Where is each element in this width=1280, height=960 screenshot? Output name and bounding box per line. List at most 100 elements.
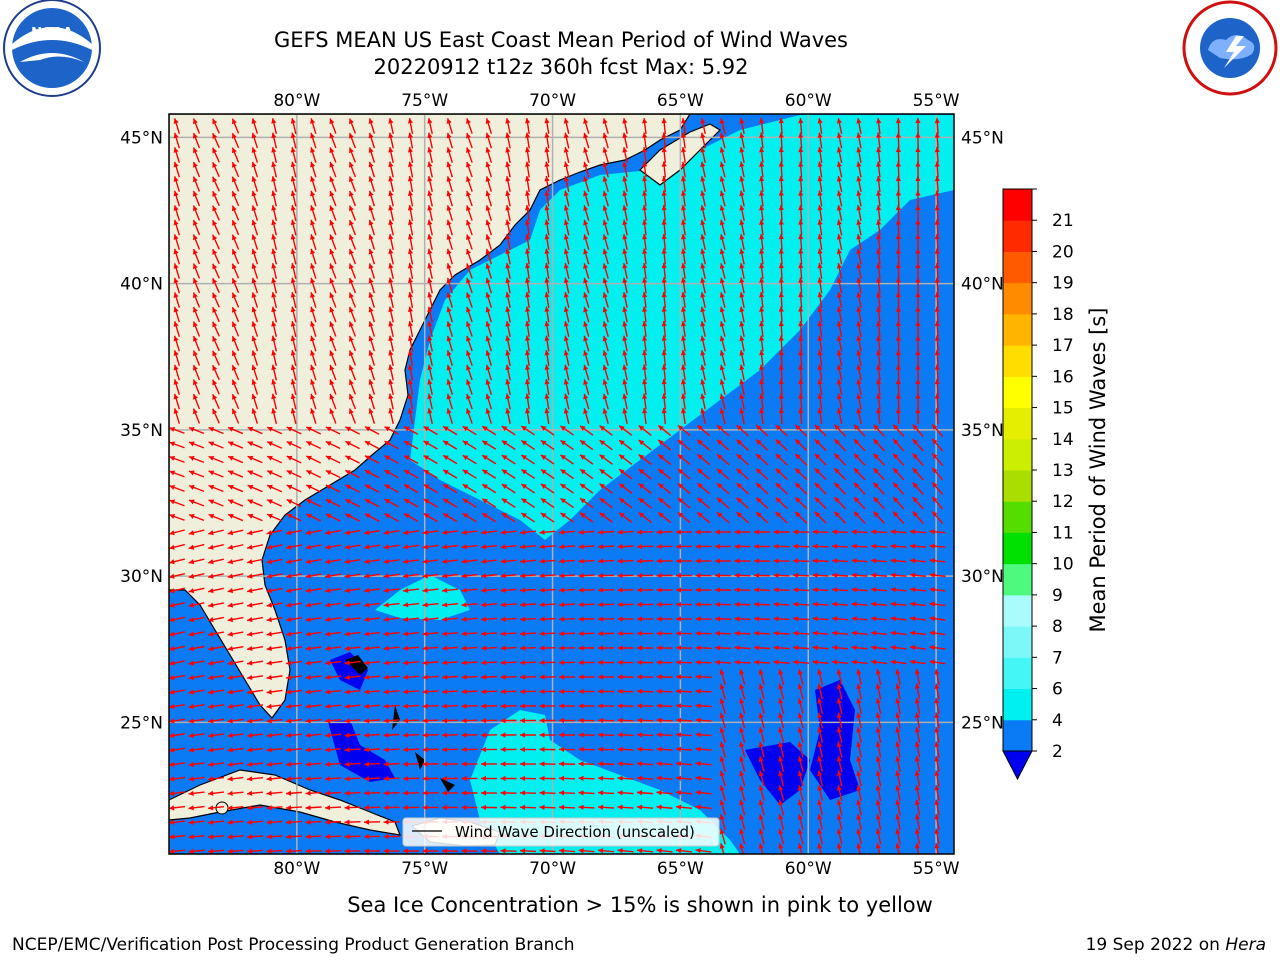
wind-arrow: [876, 364, 882, 381]
colorbar-segment: [1003, 688, 1032, 721]
wind-arrow: [798, 219, 804, 236]
wind-arrow: [563, 132, 570, 149]
colorbar-segment: [1003, 345, 1032, 377]
lat-tick-label: 30°N: [120, 567, 163, 587]
wind-arrow: [876, 349, 882, 367]
wind-arrow: [876, 248, 882, 265]
wind-arrow: [856, 393, 862, 410]
wind-arrow: [759, 117, 765, 135]
wind-arrow: [817, 262, 823, 280]
lon-tick-label: 55°W: [913, 859, 960, 879]
wind-arrow: [188, 484, 205, 493]
wind-arrow: [853, 467, 866, 481]
wind-arrow: [446, 321, 454, 337]
lat-labels-left: 45°N 40°N 35°N 30°N 25°N: [120, 128, 163, 733]
wind-arrow: [427, 364, 433, 381]
wind-arrow: [407, 118, 414, 134]
colorbar-tick-label: 4: [1052, 711, 1063, 731]
wind-arrow: [173, 364, 181, 381]
wind-arrow: [169, 441, 185, 449]
wind-arrow: [173, 234, 181, 250]
wind-arrow: [169, 485, 185, 492]
wind-arrow: [348, 118, 357, 134]
wind-arrow: [388, 393, 394, 410]
wind-arrow: [661, 407, 667, 425]
land-bahamas-3: [415, 752, 425, 770]
wind-arrow: [876, 291, 882, 309]
wind-arrow: [271, 350, 278, 366]
wind-arrow: [271, 408, 278, 424]
wind-arrow: [407, 393, 414, 410]
wind-arrow: [524, 306, 531, 323]
wind-arrow: [329, 277, 337, 294]
wind-arrow: [286, 455, 302, 464]
wind-arrow: [368, 277, 376, 294]
legend-label: Wind Wave Direction (unscaled): [455, 823, 695, 841]
wind-arrow: [407, 161, 414, 178]
wind-arrow: [407, 147, 414, 163]
wind-arrow: [329, 190, 337, 207]
wind-arrow: [934, 306, 940, 323]
wind-arrow: [700, 147, 706, 163]
wind-arrow: [934, 190, 940, 207]
wind-arrow: [895, 204, 901, 222]
wind-arrow: [794, 438, 808, 452]
wind-arrow: [544, 335, 550, 352]
wind-arrow: [329, 161, 337, 178]
wind-arrow: [173, 263, 181, 279]
period-region-4-6-bahamas: [375, 575, 470, 620]
wind-arrow: [329, 248, 337, 265]
lat-labels-right: 45°N 40°N 35°N 30°N 25°N: [961, 128, 1004, 733]
wind-arrow: [700, 350, 706, 366]
wind-arrow: [602, 263, 609, 279]
wind-arrow: [446, 248, 454, 265]
wind-arrow: [895, 161, 901, 178]
wind-arrow: [446, 292, 454, 308]
wind-arrow: [700, 408, 706, 424]
wind-arrow: [618, 454, 633, 465]
wind-arrow: [739, 335, 745, 352]
wind-arrow: [836, 219, 843, 236]
wind-arrow: [876, 175, 882, 193]
wind-arrow: [736, 468, 749, 480]
wind-arrow: [583, 190, 590, 207]
wind-arrow: [290, 263, 297, 279]
wind-arrow: [642, 132, 648, 149]
wind-arrow: [817, 277, 823, 294]
wind-arrow: [602, 292, 609, 308]
colorbar-segment: [1003, 251, 1032, 284]
wind-arrow: [231, 118, 240, 134]
wind-arrow: [817, 407, 823, 425]
lon-tick-label: 70°W: [529, 91, 576, 111]
wind-arrow: [212, 190, 220, 207]
wind-arrow: [251, 379, 259, 395]
wind-arrow: [563, 292, 570, 308]
wind-arrow: [583, 263, 590, 279]
wind-arrow: [466, 408, 473, 424]
wind-arrow: [544, 161, 550, 178]
wind-arrow: [544, 407, 550, 425]
wind-arrow: [192, 321, 201, 337]
footer-date: 19 Sep 2022 on: [1086, 935, 1226, 955]
wind-arrow: [856, 161, 862, 178]
wind-arrow: [271, 161, 278, 178]
wind-arrow: [775, 453, 788, 466]
wind-arrow: [388, 263, 394, 279]
wind-arrow: [520, 439, 536, 451]
wind-arrow: [485, 205, 493, 221]
wind-arrow: [680, 132, 687, 149]
wind-arrow: [739, 176, 745, 192]
wind-arrow: [251, 350, 259, 366]
wind-arrow: [505, 205, 511, 221]
wind-arrow: [638, 439, 652, 451]
wind-arrow: [778, 393, 784, 410]
wind-arrow: [310, 219, 317, 236]
wind-arrow: [563, 248, 570, 265]
wind-arrow: [544, 132, 550, 149]
wind-arrow: [700, 321, 706, 337]
wind-arrow: [427, 190, 433, 207]
wind-arrow: [310, 118, 317, 134]
wind-arrow: [677, 468, 691, 480]
wind-arrow: [759, 291, 765, 309]
wind-arrow: [719, 292, 726, 308]
